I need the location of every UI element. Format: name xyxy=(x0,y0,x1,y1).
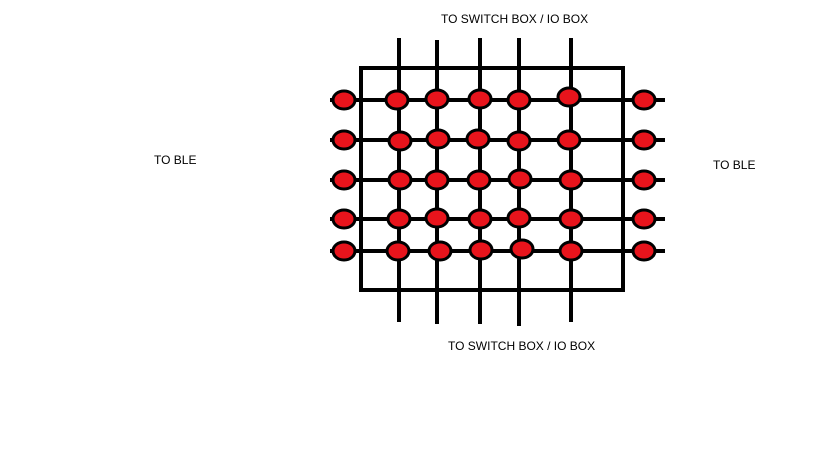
connection-point-right xyxy=(631,129,657,151)
connection-box xyxy=(359,66,625,292)
connection-point xyxy=(424,207,450,229)
label-left: TO BLE xyxy=(154,153,196,167)
connection-point xyxy=(425,128,451,150)
connection-point xyxy=(507,168,533,190)
connection-point xyxy=(558,240,584,262)
connection-point xyxy=(466,169,492,191)
connection-point xyxy=(424,169,450,191)
connection-point-left xyxy=(331,169,357,191)
connection-point xyxy=(468,239,494,261)
connection-point-left xyxy=(331,208,357,230)
connection-point xyxy=(385,240,411,262)
connection-point xyxy=(506,89,532,111)
connection-point xyxy=(387,130,413,152)
connection-point xyxy=(387,169,413,191)
connection-point-right xyxy=(631,89,657,111)
connection-point-right xyxy=(631,208,657,230)
connection-point xyxy=(465,128,491,150)
connection-point xyxy=(556,129,582,151)
connection-point xyxy=(467,88,493,110)
connection-point xyxy=(506,130,532,152)
connection-point xyxy=(558,169,584,191)
connection-point-left xyxy=(331,240,357,262)
connection-point-right xyxy=(631,240,657,262)
label-right: TO BLE xyxy=(713,158,755,172)
connection-point xyxy=(427,240,453,262)
connection-point xyxy=(424,88,450,110)
connection-point-left xyxy=(331,129,357,151)
connection-point-left xyxy=(331,89,357,111)
wire-layer xyxy=(330,38,665,326)
label-bottom: TO SWITCH BOX / IO BOX xyxy=(448,339,595,353)
connection-point xyxy=(509,238,535,260)
connection-point xyxy=(386,208,412,230)
connection-point xyxy=(467,208,493,230)
connection-point xyxy=(384,89,410,111)
connection-point xyxy=(558,208,584,230)
connection-point xyxy=(556,86,582,108)
connection-point-right xyxy=(631,169,657,191)
label-top: TO SWITCH BOX / IO BOX xyxy=(441,12,588,26)
connection-point xyxy=(506,207,532,229)
connection-point-layer xyxy=(331,86,657,262)
